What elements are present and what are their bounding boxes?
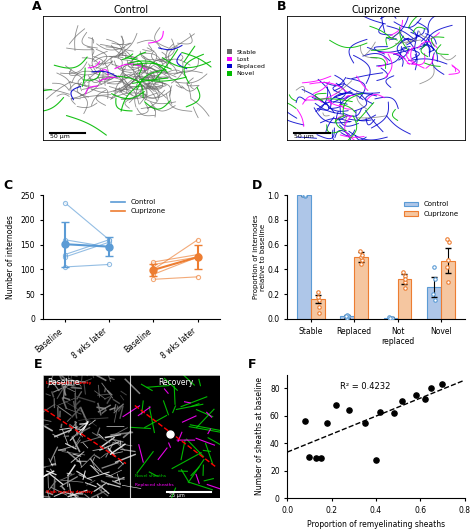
Text: High myelin density: High myelin density: [46, 490, 93, 494]
Point: [312, 454, 320, 463]
Text: Baseline: Baseline: [48, 378, 80, 387]
Text: R² = 0.4232: R² = 0.4232: [340, 382, 391, 391]
Bar: [297, 195, 311, 319]
Bar: [311, 299, 325, 319]
Bar: [398, 279, 411, 319]
Text: D: D: [252, 179, 262, 192]
Text: F: F: [248, 358, 257, 372]
Text: A: A: [32, 0, 42, 13]
Y-axis label: Number of internodes: Number of internodes: [6, 215, 15, 299]
Bar: [441, 261, 455, 319]
Bar: [354, 257, 368, 319]
Point: [412, 391, 419, 400]
Point: [306, 453, 313, 461]
Text: 25 μm: 25 μm: [169, 493, 184, 498]
Text: C: C: [4, 179, 13, 192]
Legend: Stable, Lost, Replaced, Novel: Stable, Lost, Replaced, Novel: [227, 49, 265, 76]
Point: [428, 384, 435, 393]
Point: [376, 408, 384, 416]
Point: [346, 406, 353, 414]
X-axis label: Proportion of remyelinating sheaths: Proportion of remyelinating sheaths: [307, 520, 445, 529]
Point: [421, 395, 428, 403]
Text: Low myelin density: Low myelin density: [46, 382, 91, 385]
Title: Control: Control: [114, 5, 149, 15]
Legend: Control, Cuprizone: Control, Cuprizone: [108, 196, 168, 217]
Point: [361, 418, 369, 427]
Point: [323, 418, 331, 427]
Bar: [427, 287, 441, 319]
Y-axis label: Proportion of internodes
relative to baseline: Proportion of internodes relative to bas…: [253, 215, 266, 299]
Point: [372, 455, 380, 464]
Legend: Control, Cuprizone: Control, Cuprizone: [401, 199, 461, 220]
Point: [390, 409, 397, 417]
Text: 50 μm: 50 μm: [294, 134, 314, 139]
Point: [317, 454, 324, 463]
Text: Novel sheaths: Novel sheaths: [135, 474, 166, 478]
Text: Replaced sheaths: Replaced sheaths: [135, 483, 173, 487]
Title: Cuprizone: Cuprizone: [351, 5, 401, 15]
Point: [399, 396, 406, 405]
Text: Recovery: Recovery: [158, 378, 193, 387]
Point: [301, 417, 309, 426]
Point: [332, 401, 340, 409]
Bar: [340, 316, 354, 319]
Text: B: B: [277, 0, 286, 13]
Text: 50 μm: 50 μm: [50, 134, 70, 139]
Y-axis label: Number of sheaths at baseline: Number of sheaths at baseline: [255, 377, 264, 496]
Bar: [383, 317, 398, 319]
Point: [438, 380, 446, 388]
Text: E: E: [34, 358, 42, 372]
